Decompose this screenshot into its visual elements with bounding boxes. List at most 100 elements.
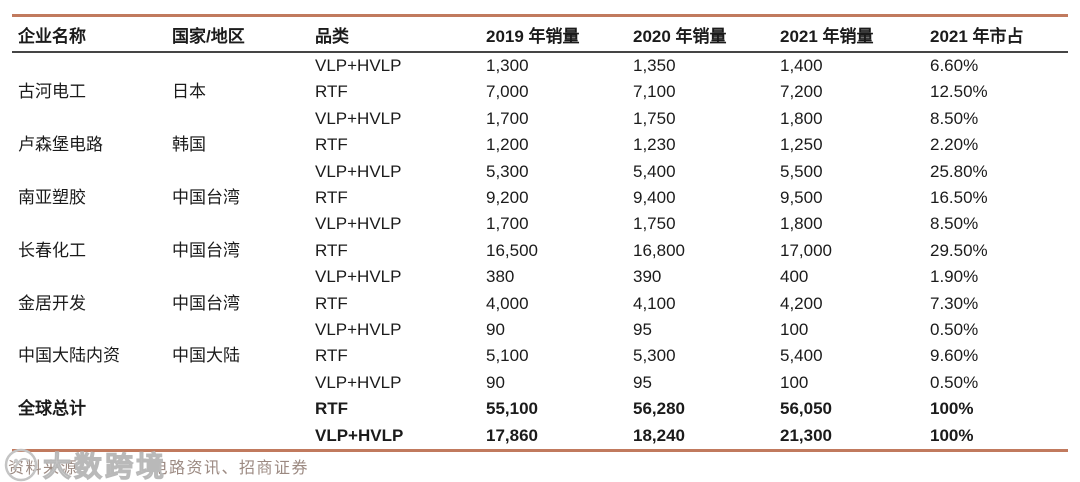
table-cell: 日本 [172, 82, 206, 102]
table-cell: 6.60% [930, 56, 979, 75]
table-cell: 南亚塑胶 [18, 188, 86, 208]
table-cell: RTF [315, 188, 348, 208]
table-cell: 17,860 [486, 425, 538, 445]
table-row: VLP+HVLP 1,700 1,750 1,800 8.50% [12, 211, 1068, 237]
table-cell [166, 106, 309, 132]
table-cell: 5,500 [780, 161, 823, 181]
table-cell [166, 370, 309, 396]
table-cell: RTF [315, 399, 349, 419]
table-cell: 9,500 [780, 188, 823, 208]
table-cell: 中国台湾 [172, 188, 240, 208]
table-body: VLP+HVLP 1,300 1,350 1,400 6.60% 古河电工 日本 RTF 7,0… [12, 52, 1068, 451]
table-cell: 8.50% [930, 108, 979, 128]
table-cell: 1,800 [780, 214, 823, 234]
table-cell: 16,500 [486, 240, 538, 260]
table-cell: 400 [780, 267, 809, 287]
table-cell [12, 264, 166, 290]
table-cell: 7.30% [930, 293, 979, 313]
column-header: 2019 年销量 [480, 15, 627, 53]
table-cell: 17,000 [780, 240, 832, 260]
table-cell: 90 [486, 372, 505, 392]
table-cell: VLP+HVLP [315, 108, 402, 128]
table-row: 长春化工 中国台湾 RTF 16,500 16,800 17,000 29.50% [12, 238, 1068, 264]
table-row: VLP+HVLP 90 95 100 0.50% [12, 370, 1068, 396]
column-header: 2020 年销量 [627, 15, 774, 53]
table-row: VLP+HVLP 380 390 400 1.90% [12, 264, 1068, 290]
table-cell: VLP+HVLP [315, 214, 402, 234]
table-cell: 金居开发 [18, 293, 86, 313]
table-row: 金居开发 中国台湾 RTF 4,000 4,100 4,200 7.30% [12, 291, 1068, 317]
table-cell [166, 423, 309, 451]
table-row: VLP+HVLP 5,300 5,400 5,500 25.80% [12, 159, 1068, 185]
table-cell [12, 317, 166, 343]
table-cell: 中国大陆内资 [18, 346, 120, 366]
header-row: 企业名称 国家/地区 品类 2019 年销量 2020 年销量 2021 年销量 2021 … [12, 15, 1068, 53]
table-cell: 7,200 [780, 82, 823, 102]
table-cell: 1,700 [486, 214, 529, 234]
table-cell: VLP+HVLP [315, 425, 404, 445]
table-cell [166, 264, 309, 290]
table-cell: VLP+HVLP [315, 320, 402, 340]
table-row: 南亚塑胶 中国台湾 RTF 9,200 9,400 9,500 16.50% [12, 185, 1068, 211]
table-row: VLP+HVLP 1,700 1,750 1,800 8.50% [12, 106, 1068, 132]
table-cell: 25.80% [930, 161, 988, 181]
table-cell: 9.60% [930, 346, 979, 366]
table-cell: 1,750 [633, 108, 676, 128]
table-cell: RTF [315, 240, 348, 260]
table-cell: 1,350 [633, 56, 676, 75]
source-prefix: 资料来源： [8, 460, 96, 477]
table-cell: 5,100 [486, 346, 529, 366]
table-cell [12, 106, 166, 132]
table-row: VLP+HVLP 90 95 100 0.50% [12, 317, 1068, 343]
table-cell: VLP+HVLP [315, 161, 402, 181]
table-row: 卢森堡电路 韩国 RTF 1,200 1,230 1,250 2.20% [12, 132, 1068, 158]
table-cell: 9,200 [486, 188, 529, 208]
table-cell: 1.90% [930, 267, 979, 287]
table-cell: 2.20% [930, 135, 979, 155]
table-cell: 95 [633, 320, 652, 340]
table-cell [12, 159, 166, 185]
table-cell [12, 52, 166, 79]
table-cell [12, 370, 166, 396]
table-cell: RTF [315, 293, 348, 313]
table-cell: 4,200 [780, 293, 823, 313]
column-header: 2021 年销量 [774, 15, 924, 53]
column-header: 企业名称 [12, 15, 166, 53]
table-cell: 古河电工 [18, 82, 86, 102]
table-cell: VLP+HVLP [315, 267, 402, 287]
table-cell: 1,750 [633, 214, 676, 234]
source-line: 资料来源： 电路资讯、招商证券 [8, 454, 309, 478]
table-cell: 1,250 [780, 135, 823, 155]
table-cell: 100% [930, 399, 974, 419]
table-cell: 16.50% [930, 188, 988, 208]
table-cell: 卢森堡电路 [18, 135, 103, 155]
table-cell: 5,400 [780, 346, 823, 366]
table-row: VLP+HVLP 1,300 1,350 1,400 6.60% [12, 52, 1068, 79]
table-row: 中国大陆内资 中国大陆 RTF 5,100 5,300 5,400 9.60% [12, 343, 1068, 369]
table-cell: RTF [315, 346, 348, 366]
table-cell: 0.50% [930, 372, 979, 392]
table-cell: 5,400 [633, 161, 676, 181]
footer: 资料来源： 电路资讯、招商证券 大数跨境 [4, 448, 1068, 482]
table-cell: 21,300 [780, 425, 832, 445]
table-row: 古河电工 日本 RTF 7,000 7,100 7,200 12.50% [12, 79, 1068, 105]
table-cell: 4,000 [486, 293, 529, 313]
source-text: 电路资讯、招商证券 [151, 460, 310, 477]
column-header: 国家/地区 [166, 15, 309, 53]
table-cell: 4,100 [633, 293, 676, 313]
table-cell: 韩国 [172, 135, 206, 155]
table-header: 企业名称 国家/地区 品类 2019 年销量 2020 年销量 2021 年销量 2021 … [12, 15, 1068, 53]
table-cell [166, 396, 309, 422]
table-cell: 390 [633, 267, 662, 287]
table-cell [12, 211, 166, 237]
table-cell: 12.50% [930, 82, 988, 102]
table-cell: 95 [633, 372, 652, 392]
table-cell: 全球总计 [18, 399, 86, 419]
table-cell: 56,280 [633, 399, 685, 419]
table-cell: 1,400 [780, 56, 823, 75]
table-cell: 1,800 [780, 108, 823, 128]
table-cell: 1,700 [486, 108, 529, 128]
column-header: 2021 年市占 [924, 15, 1068, 53]
table-cell [12, 423, 166, 451]
table-cell [166, 159, 309, 185]
